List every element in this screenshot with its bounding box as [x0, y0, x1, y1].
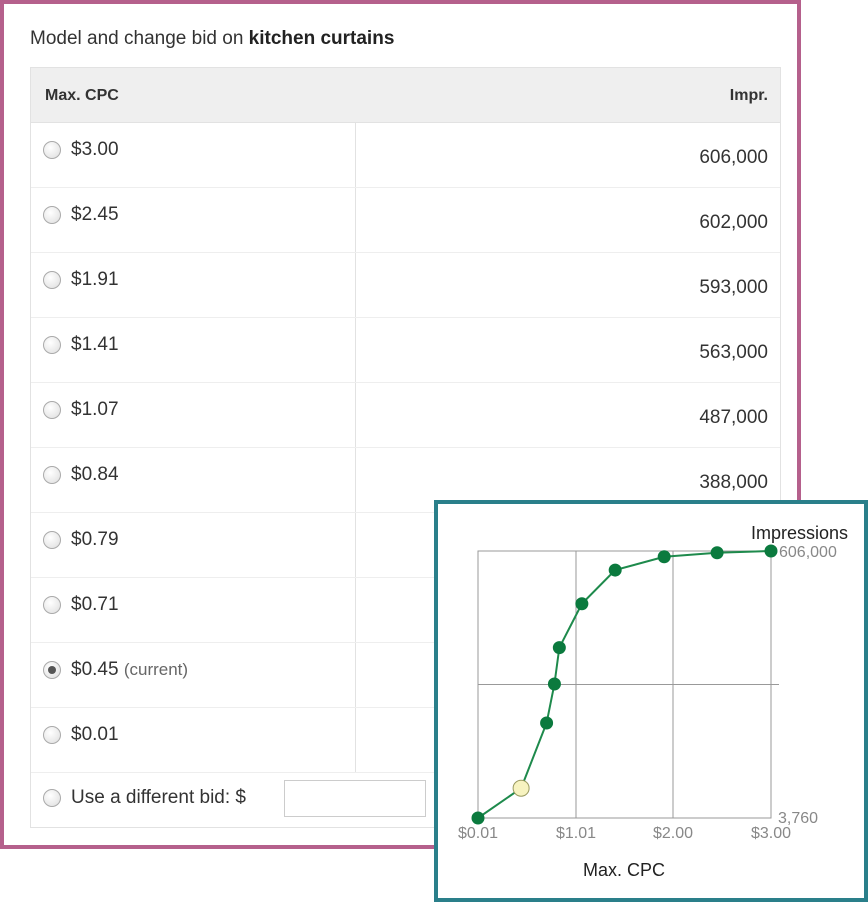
table-header: Max. CPC Impr. [31, 68, 780, 123]
bid-chart: $0.01 $1.01 $2.00 $3.003,760 606,000Impressi… [458, 523, 848, 880]
impr-value: 602,000 [699, 212, 768, 233]
data-point [540, 716, 554, 730]
y-tick-label: 606,000 [779, 544, 837, 561]
bid-value: $0.01 [71, 724, 119, 745]
table-row: $3.00 606,000 [31, 123, 780, 188]
bid-cell: $3.00 [31, 123, 356, 187]
bid-value: $0.45 [71, 659, 119, 680]
bid-radio[interactable] [43, 206, 61, 224]
bid-label[interactable]: $0.45 (current) [71, 659, 188, 681]
data-point [710, 546, 724, 560]
bid-label[interactable]: $0.01 [71, 724, 119, 746]
custom-bid-radio[interactable] [43, 789, 61, 807]
bid-radio[interactable] [43, 271, 61, 289]
bid-cell: $2.45 [31, 188, 356, 252]
bid-cell: $1.41 [31, 318, 356, 382]
current-bid-point [512, 779, 530, 797]
title-prefix: Model and change bid on [30, 28, 249, 49]
bid-label[interactable]: $1.91 [71, 269, 119, 291]
impr-value: 388,000 [699, 472, 768, 493]
keyword: kitchen curtains [248, 28, 395, 49]
impr-value: 593,000 [699, 277, 768, 298]
bid-simulator-panel: Model and change bid on kitchen curtains… [0, 0, 801, 849]
bid-radio[interactable] [43, 661, 61, 679]
currency-symbol: $ [235, 787, 246, 808]
y-axis-label: Impressions [751, 523, 848, 543]
data-point [547, 677, 561, 691]
bid-label[interactable]: $1.07 [71, 399, 119, 421]
bid-label[interactable]: $2.45 [71, 204, 119, 226]
custom-bid-input[interactable] [284, 780, 426, 817]
data-point [552, 641, 566, 655]
custom-bid-row: Use a different bid: $ [31, 773, 780, 827]
bid-value: $1.41 [71, 334, 119, 355]
series-line [477, 550, 772, 819]
impr-value: 563,000 [699, 342, 768, 363]
table-row: $2.45 602,000 [31, 188, 780, 253]
bid-chart-popup: $0.01 $1.01 $2.00 $3.00 3,760 606,000 Impressi… [434, 500, 868, 902]
panel-title: Model and change bid on kitchen curtains [30, 28, 394, 50]
bid-radio[interactable] [43, 141, 61, 159]
x-axis-label: Max. CPC [583, 860, 665, 880]
table-row: $0.79 [31, 513, 780, 578]
bid-cell: $0.84 [31, 448, 356, 512]
x-tick-label: $3.00 [751, 825, 791, 842]
bid-value: $0.71 [71, 594, 119, 615]
bid-radio[interactable] [43, 401, 61, 419]
current-note: (current) [123, 660, 189, 679]
bid-value: $1.91 [71, 269, 119, 290]
bid-value: $2.45 [71, 204, 119, 225]
bid-value: $0.84 [71, 464, 119, 485]
table-row: $1.41 563,000 [31, 318, 780, 383]
table-row: $0.84 388,000 [31, 448, 780, 513]
x-tick-label: $1.01 [556, 825, 596, 842]
bid-label[interactable]: $1.41 [71, 334, 119, 356]
impr-value: 487,000 [699, 407, 768, 428]
custom-bid-label: Use a different bid: $ [71, 787, 246, 809]
impr-value: 606,000 [699, 147, 768, 168]
bid-label[interactable]: $3.00 [71, 139, 119, 161]
bid-cell: $0.45 (current) [31, 643, 356, 707]
x-tick-label: $2.00 [653, 825, 693, 842]
data-point [657, 550, 671, 564]
table-row: $0.45 (current) [31, 643, 780, 708]
bid-radio[interactable] [43, 726, 61, 744]
bid-cell: $0.01 [31, 708, 356, 772]
data-point [575, 597, 589, 611]
y-tick-label: 3,760 [778, 810, 818, 827]
x-tick-label: $0.01 [458, 825, 498, 842]
data-point [764, 544, 778, 558]
data-point [471, 811, 485, 825]
bid-radio[interactable] [43, 596, 61, 614]
custom-bid-text: Use a different bid: [71, 787, 231, 808]
bid-cell: $0.71 [31, 578, 356, 642]
data-point [608, 563, 622, 577]
table-row: $1.91 593,000 [31, 253, 780, 318]
bid-radio[interactable] [43, 466, 61, 484]
header-impr: Impr. [729, 87, 768, 104]
bid-radio[interactable] [43, 336, 61, 354]
bid-table: Max. CPC Impr. $3.00 606,000 $2.45 602,0… [30, 67, 781, 828]
header-max-cpc: Max. CPC [45, 87, 119, 104]
bid-label[interactable]: $0.79 [71, 529, 119, 551]
table-row: $0.71 [31, 578, 780, 643]
bid-cell: $1.07 [31, 383, 356, 447]
bid-cell: $1.91 [31, 253, 356, 317]
bid-value: $3.00 [71, 139, 119, 160]
bid-radio[interactable] [43, 531, 61, 549]
bid-label[interactable]: $0.84 [71, 464, 119, 486]
table-row: $0.01 [31, 708, 780, 773]
bid-label[interactable]: $0.71 [71, 594, 119, 616]
bid-cell: $0.79 [31, 513, 356, 577]
bid-value: $0.79 [71, 529, 119, 550]
table-row: $1.07 487,000 [31, 383, 780, 448]
bid-value: $1.07 [71, 399, 119, 420]
